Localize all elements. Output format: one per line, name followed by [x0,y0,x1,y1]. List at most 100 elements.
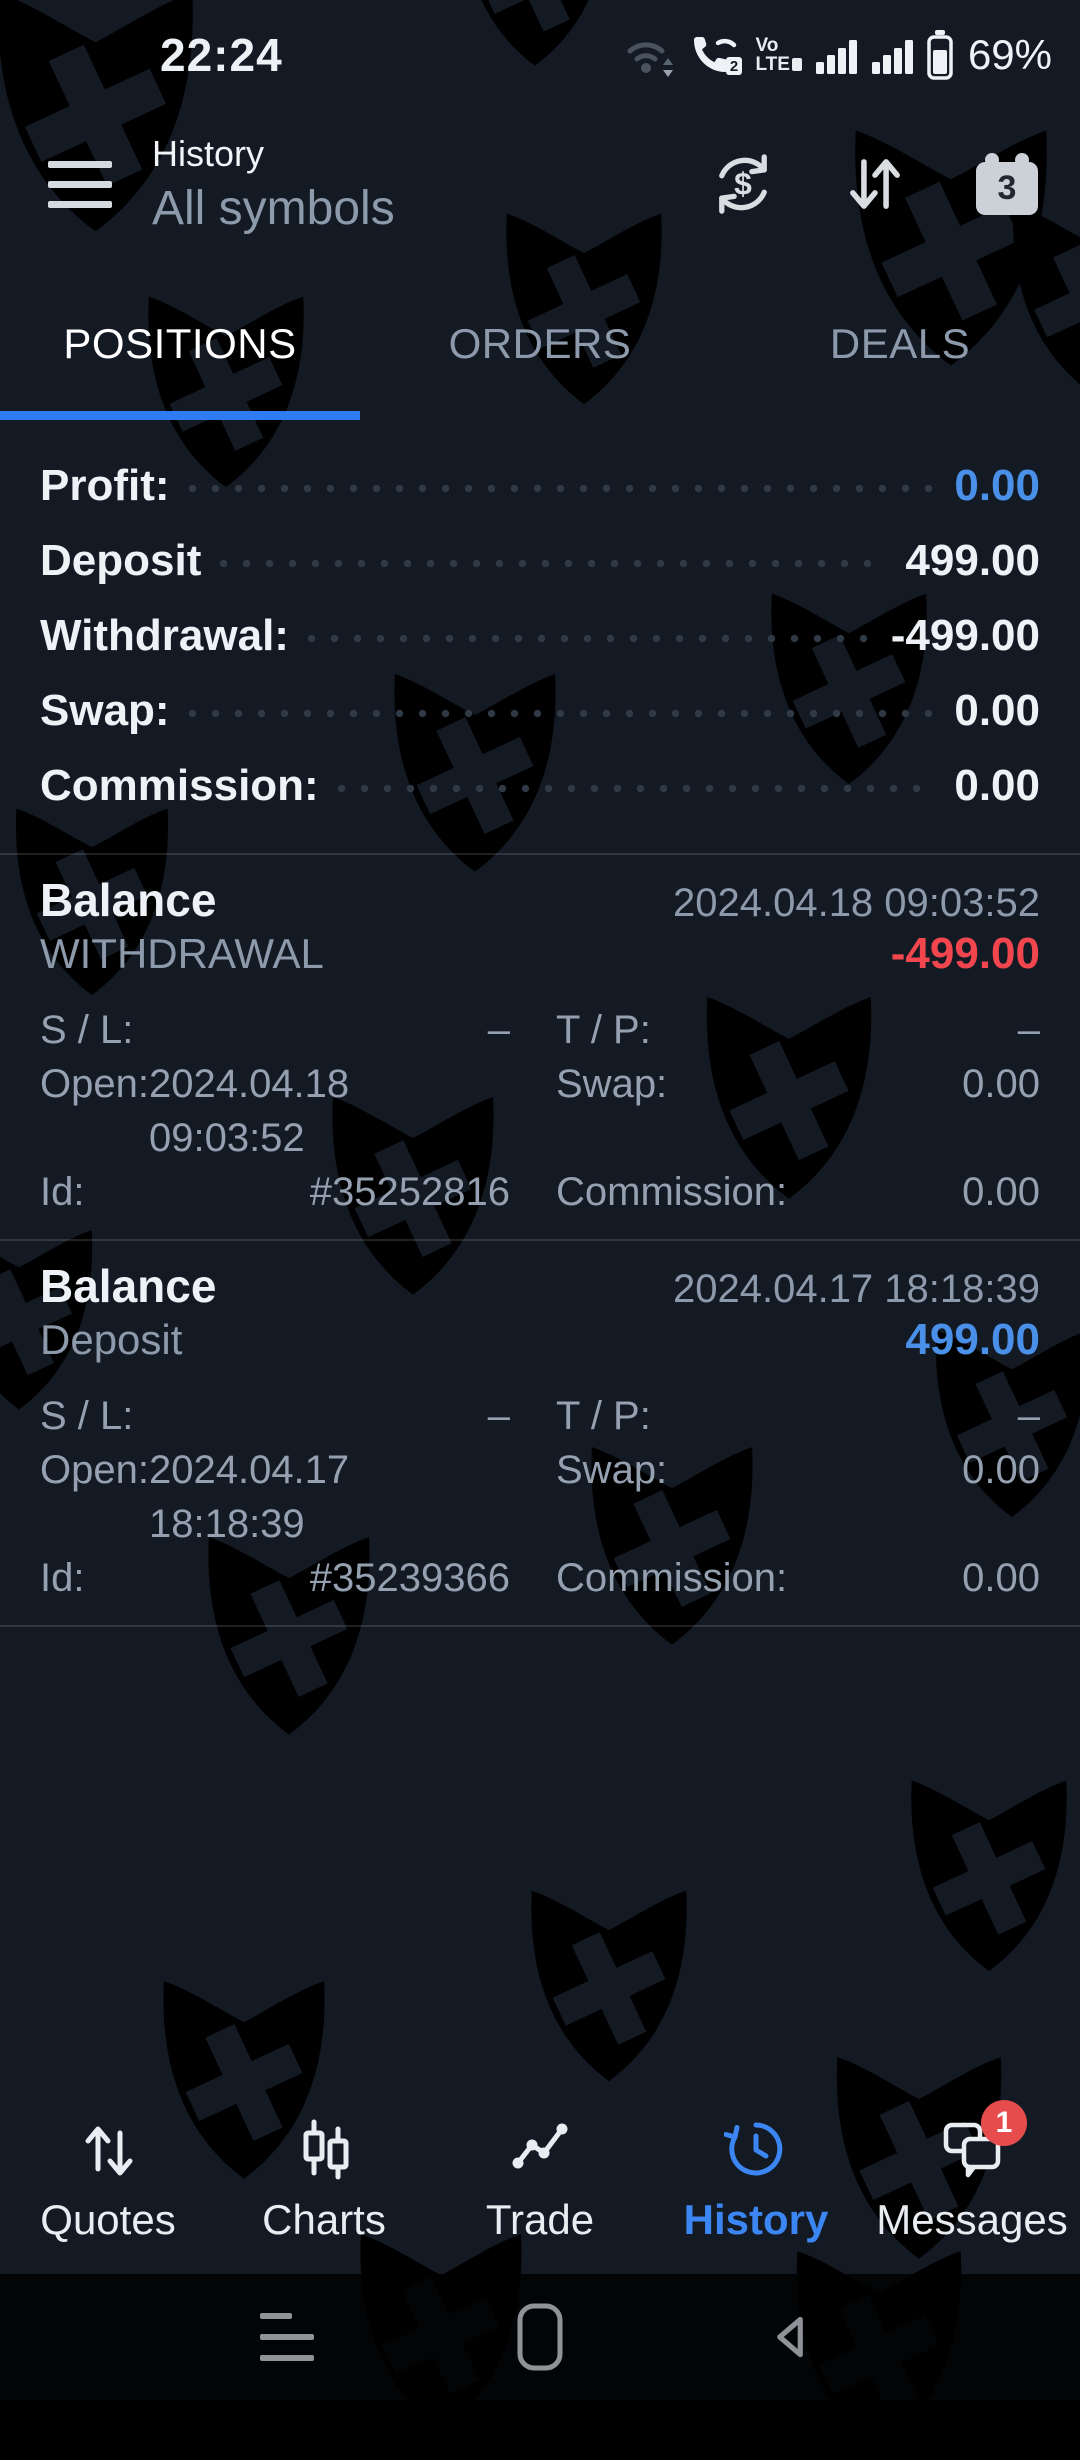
summary-row-withdrawal: Withdrawal: -499.00 [40,598,1040,673]
tab-orders-label: ORDERS [448,320,632,367]
open-value: 2024.04.18 09:03:52 [148,1062,350,1160]
calendar-day-number: 3 [976,162,1038,215]
entry-datetime: 2024.04.18 09:03:52 [672,881,1040,925]
header-actions: $ 3 [710,151,1040,217]
home-button[interactable] [510,2303,570,2371]
signal-strength-sim1-icon [815,40,857,74]
sl-label: S / L: [40,1394,134,1438]
status-bar: 22:24 2 Vo LTE [0,0,1080,100]
sync-dollar-icon: $ [719,154,767,214]
quotes-icon [85,2126,133,2176]
swap-value: 0.00 [962,1448,1040,1492]
app-header: History All symbols $ [0,100,1080,268]
dotted-leader [187,709,937,718]
svg-text:2: 2 [730,58,738,75]
dotted-leader [306,634,873,643]
open-label: Open: [40,1448,149,1492]
menu-button[interactable] [48,160,112,208]
svg-text:$: $ [734,166,752,202]
nav-trade[interactable]: Trade [432,2086,648,2274]
history-tabs: POSITIONS ORDERS DEALS [0,268,1080,420]
tab-positions-label: POSITIONS [63,320,297,367]
entry-title: Balance [40,874,217,926]
wifi-calling-icon: 2 [694,37,743,75]
nav-history-label: History [683,2196,829,2243]
tp-value: – [1017,1008,1040,1052]
summary-panel: Profit: 0.00 Deposit 499.00 Withdrawal: … [0,420,1080,853]
entry-amount: 499.00 [905,1315,1040,1364]
dotted-leader [187,484,937,493]
signal-strength-sim2-icon [871,40,913,74]
sort-arrows-icon [850,159,900,209]
entry-title: Balance [40,1260,217,1312]
summary-label: Withdrawal: [40,610,289,660]
home-icon [517,2303,563,2371]
sl-label: S / L: [40,1008,134,1052]
summary-value: 0.00 [954,760,1040,810]
summary-value: -499.00 [890,610,1040,660]
entry-details: S / L: – T / P: – Open: 2024.04.17 18:18:39… [40,1389,1040,1605]
status-icons: 2 Vo LTE 69% [625,30,1052,80]
nav-messages-label: Messages [876,2196,1068,2243]
tab-deals[interactable]: DEALS [720,268,1080,420]
swap-label: Swap: [556,1448,668,1492]
sl-value: – [487,1008,510,1052]
tab-orders[interactable]: ORDERS [360,268,720,420]
dotted-leader [219,559,888,568]
entry-amount: -499.00 [890,929,1040,978]
nav-messages[interactable]: 1 Messages [864,2086,1080,2274]
commission-label: Commission: [556,1170,788,1214]
nav-history[interactable]: History [648,2086,864,2274]
id-label: Id: [40,1170,85,1214]
symbol-filter-label: All symbols [152,181,395,235]
messages-badge: 1 [981,2100,1027,2146]
history-entry[interactable]: Balance 2024.04.17 18:18:39 Deposit 499.… [0,1241,1080,1625]
android-navigation-bar [0,2274,1080,2400]
page-title: History [152,132,265,174]
back-button[interactable] [760,2304,820,2370]
history-entry[interactable]: Balance 2024.04.18 09:03:52 WITHDRAWAL -… [0,855,1080,1239]
summary-row-profit: Profit: 0.00 [40,448,1040,523]
divider [0,1239,1080,1241]
commission-label: Commission: [556,1556,788,1600]
header-titles[interactable]: History All symbols [152,133,395,236]
tp-label: T / P: [556,1008,651,1052]
nav-quotes[interactable]: Quotes [0,2086,216,2274]
battery-percent: 69% [967,31,1052,78]
sort-button[interactable] [842,151,908,217]
volte-icon: Vo LTE [755,36,802,74]
entry-details: S / L: – T / P: – Open: 2024.04.18 09:03:52… [40,1003,1040,1219]
entry-type: Deposit [40,1316,183,1363]
calendar-filter-button[interactable]: 3 [974,151,1040,217]
summary-label: Swap: [40,685,170,735]
summary-value: 499.00 [905,535,1040,585]
bottom-navigation: Quotes Charts Trade [0,2086,1080,2274]
back-icon [777,2316,803,2358]
nav-trade-label: Trade [485,2196,595,2243]
wifi-icon [627,42,674,77]
status-time: 22:24 [160,29,283,81]
entry-datetime: 2024.04.17 18:18:39 [672,1267,1040,1311]
tp-value: – [1017,1394,1040,1438]
nav-charts[interactable]: Charts [216,2086,432,2274]
summary-label: Deposit [40,535,202,585]
dotted-leader [336,784,937,793]
divider [0,1625,1080,1627]
summary-row-commission: Commission: 0.00 [40,748,1040,823]
history-clock-icon [724,2122,783,2176]
metatrader-history-screen: 22:24 2 Vo LTE [0,0,1080,2400]
trade-icon [512,2123,568,2169]
summary-value: 0.00 [954,460,1040,510]
tab-positions[interactable]: POSITIONS [0,268,360,420]
recents-button[interactable] [260,2304,320,2370]
summary-value: 0.00 [954,685,1040,735]
sync-balance-button[interactable]: $ [710,151,776,217]
id-label: Id: [40,1556,85,1600]
commission-value: 0.00 [962,1170,1040,1214]
nav-quotes-label: Quotes [40,2196,176,2243]
entry-type: WITHDRAWAL [40,930,324,977]
summary-row-swap: Swap: 0.00 [40,673,1040,748]
battery-icon [927,30,953,80]
sl-value: – [487,1394,510,1438]
id-value: #35252816 [309,1170,510,1214]
